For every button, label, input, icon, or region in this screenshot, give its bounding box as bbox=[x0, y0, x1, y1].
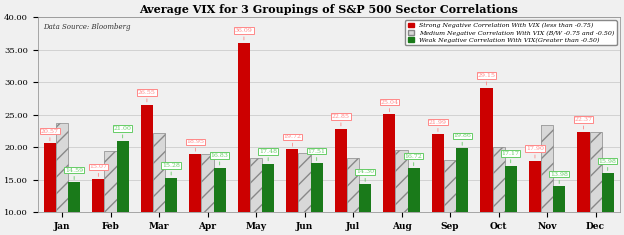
Bar bbox=[480, 88, 492, 235]
Text: 16.83: 16.83 bbox=[211, 153, 228, 165]
Text: 15.28: 15.28 bbox=[162, 163, 180, 175]
Bar bbox=[456, 148, 468, 235]
Bar bbox=[92, 179, 104, 235]
Text: 15.07: 15.07 bbox=[89, 164, 107, 176]
Bar bbox=[44, 144, 56, 235]
Bar bbox=[347, 158, 359, 235]
Bar bbox=[359, 184, 371, 235]
Bar bbox=[577, 132, 590, 235]
Text: 17.17: 17.17 bbox=[502, 151, 520, 163]
Bar bbox=[165, 178, 177, 235]
Text: 21.99: 21.99 bbox=[429, 120, 447, 132]
Bar bbox=[444, 160, 456, 235]
Bar bbox=[141, 105, 153, 235]
Bar bbox=[432, 134, 444, 235]
Text: 17.90: 17.90 bbox=[526, 146, 544, 158]
Text: 14.30: 14.30 bbox=[356, 169, 374, 181]
Bar bbox=[189, 154, 202, 235]
Bar bbox=[383, 114, 396, 235]
Text: 15.98: 15.98 bbox=[598, 159, 617, 171]
Bar bbox=[311, 163, 323, 235]
Text: 17.48: 17.48 bbox=[259, 149, 277, 161]
Bar bbox=[250, 158, 262, 235]
Bar bbox=[590, 132, 602, 235]
Text: 29.15: 29.15 bbox=[477, 73, 495, 85]
Text: Data Source: Bloomberg: Data Source: Bloomberg bbox=[44, 23, 131, 31]
Text: 22.37: 22.37 bbox=[575, 117, 592, 129]
Bar bbox=[407, 168, 420, 235]
Bar bbox=[529, 161, 541, 235]
Bar bbox=[202, 154, 213, 235]
Text: 16.72: 16.72 bbox=[405, 154, 422, 166]
Bar bbox=[335, 129, 347, 235]
Text: 36.09: 36.09 bbox=[235, 28, 253, 40]
Bar bbox=[262, 164, 274, 235]
Legend: Strong Negative Correlation With VIX (less than -0.75), Medium Negative Correlat: Strong Negative Correlation With VIX (le… bbox=[405, 20, 617, 45]
Text: 17.51: 17.51 bbox=[308, 149, 326, 161]
Title: Average VIX for 3 Groupings of S&P 500 Sector Correlations: Average VIX for 3 Groupings of S&P 500 S… bbox=[139, 4, 519, 15]
Text: 13.98: 13.98 bbox=[550, 172, 568, 184]
Bar bbox=[553, 186, 565, 235]
Bar bbox=[396, 150, 407, 235]
Bar bbox=[505, 166, 517, 235]
Bar bbox=[286, 149, 298, 235]
Text: 19.86: 19.86 bbox=[453, 133, 471, 145]
Bar bbox=[238, 43, 250, 235]
Bar bbox=[104, 151, 117, 235]
Bar bbox=[541, 125, 553, 235]
Text: 26.55: 26.55 bbox=[138, 90, 156, 102]
Bar bbox=[153, 133, 165, 235]
Bar bbox=[68, 182, 80, 235]
Text: 25.04: 25.04 bbox=[381, 100, 399, 112]
Text: 21.00: 21.00 bbox=[114, 126, 132, 138]
Bar bbox=[602, 173, 614, 235]
Bar bbox=[56, 122, 68, 235]
Bar bbox=[213, 168, 226, 235]
Bar bbox=[298, 153, 311, 235]
Text: 20.57: 20.57 bbox=[41, 129, 59, 141]
Text: 14.59: 14.59 bbox=[65, 168, 83, 180]
Bar bbox=[492, 147, 505, 235]
Text: 19.72: 19.72 bbox=[283, 134, 301, 146]
Text: 18.95: 18.95 bbox=[187, 139, 205, 151]
Bar bbox=[117, 141, 129, 235]
Text: 22.85: 22.85 bbox=[332, 114, 350, 126]
